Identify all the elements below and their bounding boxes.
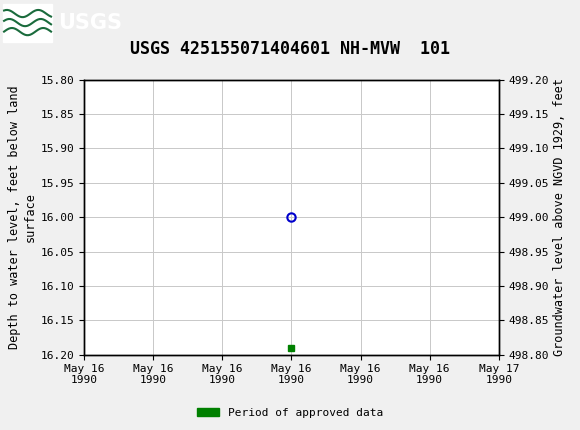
Y-axis label: Groundwater level above NGVD 1929, feet: Groundwater level above NGVD 1929, feet xyxy=(553,78,566,356)
Text: USGS 425155071404601 NH-MVW  101: USGS 425155071404601 NH-MVW 101 xyxy=(130,40,450,58)
Y-axis label: Depth to water level, feet below land
surface: Depth to water level, feet below land su… xyxy=(9,85,37,349)
Text: USGS: USGS xyxy=(58,12,122,33)
Legend: Period of approved data: Period of approved data xyxy=(193,403,387,422)
Bar xyxy=(3,3,52,42)
